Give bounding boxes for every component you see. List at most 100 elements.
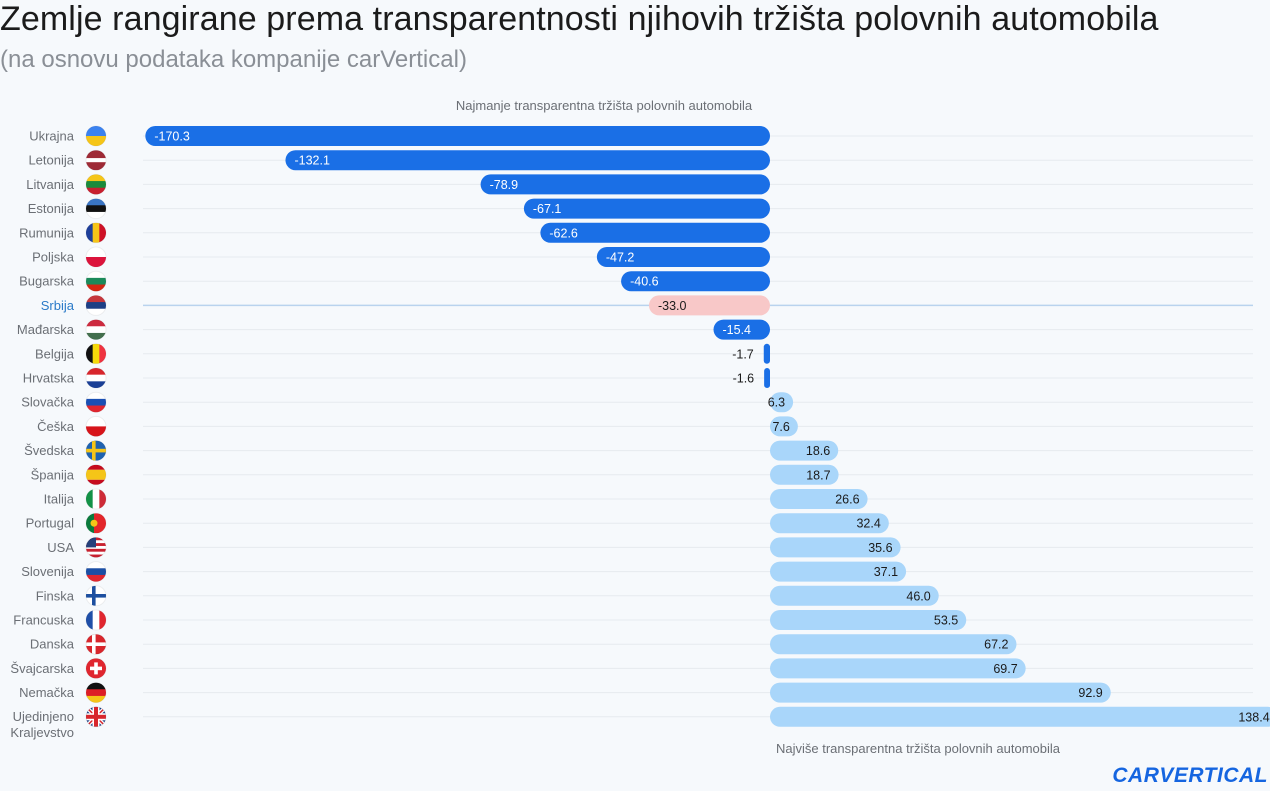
bar (770, 537, 901, 558)
country-label: Finska (36, 588, 75, 603)
country-label: Slovenija (21, 564, 75, 579)
bar (713, 319, 770, 340)
fi-flag-icon (86, 585, 106, 606)
value-label: -78.9 (490, 178, 519, 192)
gb-flag-icon (86, 706, 106, 727)
country-label: Ukrajna (29, 129, 75, 144)
bar (764, 368, 770, 388)
ch-flag-icon (86, 658, 106, 679)
country-label: Danska (30, 637, 75, 652)
value-label: 53.5 (934, 614, 958, 628)
bar (770, 513, 889, 534)
country-label: Nemačka (19, 685, 75, 700)
country-label: Rumunija (19, 225, 75, 240)
country-label: Švedska (24, 443, 75, 458)
value-label: -67.1 (533, 202, 562, 216)
bar (770, 561, 907, 582)
country-label: Hrvatska (23, 371, 75, 386)
bar (770, 706, 1270, 727)
country-label: Litvanija (26, 177, 74, 192)
chart-title: Zemlje rangirane prema transparentnosti … (0, 0, 1159, 38)
se-flag-icon (86, 440, 106, 461)
bar (770, 610, 967, 630)
chart-subtitle: (na osnovu podataka kompanije carVertica… (0, 46, 467, 73)
country-label: Srbija (41, 298, 75, 313)
value-label: 32.4 (856, 517, 880, 531)
lt-flag-icon (86, 174, 106, 195)
bar (770, 489, 868, 509)
country-label: Ujedinjeno (13, 709, 74, 724)
fr-flag-icon (86, 610, 106, 630)
hr-flag-icon (86, 368, 106, 388)
country-label: Francuska (13, 613, 74, 628)
bar (523, 198, 770, 219)
bar (770, 658, 1026, 679)
value-label: 69.7 (993, 662, 1017, 676)
it-flag-icon (86, 489, 106, 509)
us-flag-icon (86, 537, 106, 558)
pl-flag-icon (86, 247, 106, 267)
value-label: -170.3 (154, 130, 189, 144)
bar (763, 343, 770, 364)
country-label: Slovačka (21, 395, 75, 410)
hu-flag-icon (86, 319, 106, 340)
value-label: 18.6 (806, 444, 830, 458)
ua-flag-icon (86, 126, 106, 146)
country-label: USA (47, 540, 74, 555)
value-label: 67.2 (984, 638, 1008, 652)
value-label: 138.4 (1238, 710, 1269, 724)
lv-flag-icon (86, 150, 106, 171)
annotation-most-transparent: Najviše transparentna tržišta polovnih a… (776, 741, 1061, 756)
es-flag-icon (86, 464, 106, 485)
de-flag-icon (86, 682, 106, 703)
country-label: Kraljevstvo (10, 725, 74, 740)
ee-flag-icon (86, 198, 106, 219)
cz-flag-icon (86, 416, 106, 437)
country-label: Poljska (32, 250, 75, 265)
be-flag-icon (86, 343, 106, 364)
annotation-least-transparent: Najmanje transparentna tržišta polovnih … (456, 98, 753, 113)
country-label: Švajcarska (10, 661, 74, 676)
value-label: -62.6 (549, 226, 578, 240)
dk-flag-icon (86, 634, 106, 655)
bar (540, 222, 770, 243)
bar (145, 126, 770, 146)
bar (770, 634, 1017, 655)
bg-flag-icon (86, 271, 106, 292)
country-label: Češka (37, 419, 75, 434)
country-label: Portugal (26, 516, 75, 531)
value-label: -47.2 (606, 251, 635, 265)
value-label: 6.3 (768, 396, 785, 410)
si-flag-icon (86, 561, 106, 582)
value-label: -1.7 (732, 347, 754, 361)
rs-flag-icon (86, 295, 106, 316)
sk-flag-icon (86, 392, 106, 413)
bar (770, 585, 939, 606)
value-label: -33.0 (658, 299, 687, 313)
value-label: 92.9 (1078, 686, 1102, 700)
bar (621, 271, 770, 292)
country-label: Letonija (28, 153, 74, 168)
bar (770, 682, 1111, 703)
value-label: 35.6 (868, 541, 892, 555)
bar (596, 247, 770, 267)
bar (770, 440, 839, 461)
value-label: -1.6 (733, 372, 755, 386)
country-label: Belgija (35, 346, 75, 361)
bar (770, 464, 839, 485)
bar (648, 295, 770, 316)
value-label: 18.7 (806, 468, 830, 482)
value-label: 37.1 (874, 565, 898, 579)
country-label: Mađarska (17, 322, 75, 337)
bar (770, 392, 794, 413)
value-label: -132.1 (294, 154, 329, 168)
bar (770, 416, 798, 437)
bar (480, 174, 770, 195)
country-label: Bugarska (19, 274, 75, 289)
country-label: Italija (44, 492, 75, 507)
country-label: Estonija (28, 201, 75, 216)
value-label: -40.6 (630, 275, 659, 289)
carvertical-logo: CARVERTICAL (1112, 764, 1268, 787)
value-label: 7.6 (772, 420, 789, 434)
value-label: -15.4 (723, 323, 752, 337)
